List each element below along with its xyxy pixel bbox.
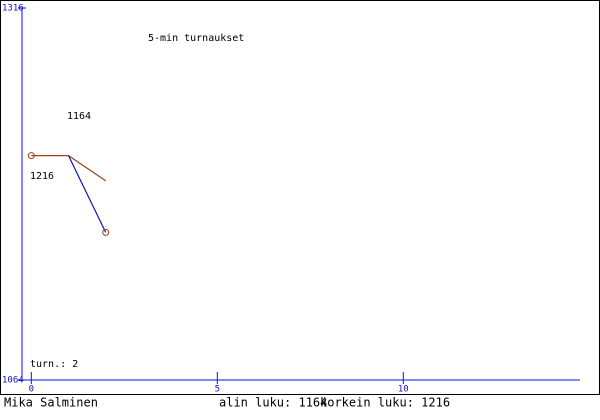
x-tick-label: 0 bbox=[29, 385, 34, 395]
rating-line bbox=[67, 155, 107, 233]
games-count: turn.: 2 bbox=[30, 359, 78, 370]
annotation: 1164 bbox=[67, 111, 91, 122]
x-tick-label: 5 bbox=[215, 385, 220, 395]
rating-marker bbox=[102, 228, 110, 236]
chart-title: 5-min turnaukset bbox=[148, 33, 244, 44]
y-tick-label: 1316 bbox=[2, 4, 24, 14]
y-tick-label: 1064 bbox=[2, 376, 24, 386]
x-tick-label: 10 bbox=[398, 385, 409, 395]
highest-rating: korkein luku: 1216 bbox=[320, 396, 450, 410]
player-name: Mika Salminen bbox=[4, 396, 98, 410]
frame bbox=[0, 0, 600, 395]
lowest-rating: alin luku: 1164 bbox=[219, 396, 327, 410]
rating-marker bbox=[27, 152, 35, 160]
annotation: 1216 bbox=[30, 171, 54, 182]
